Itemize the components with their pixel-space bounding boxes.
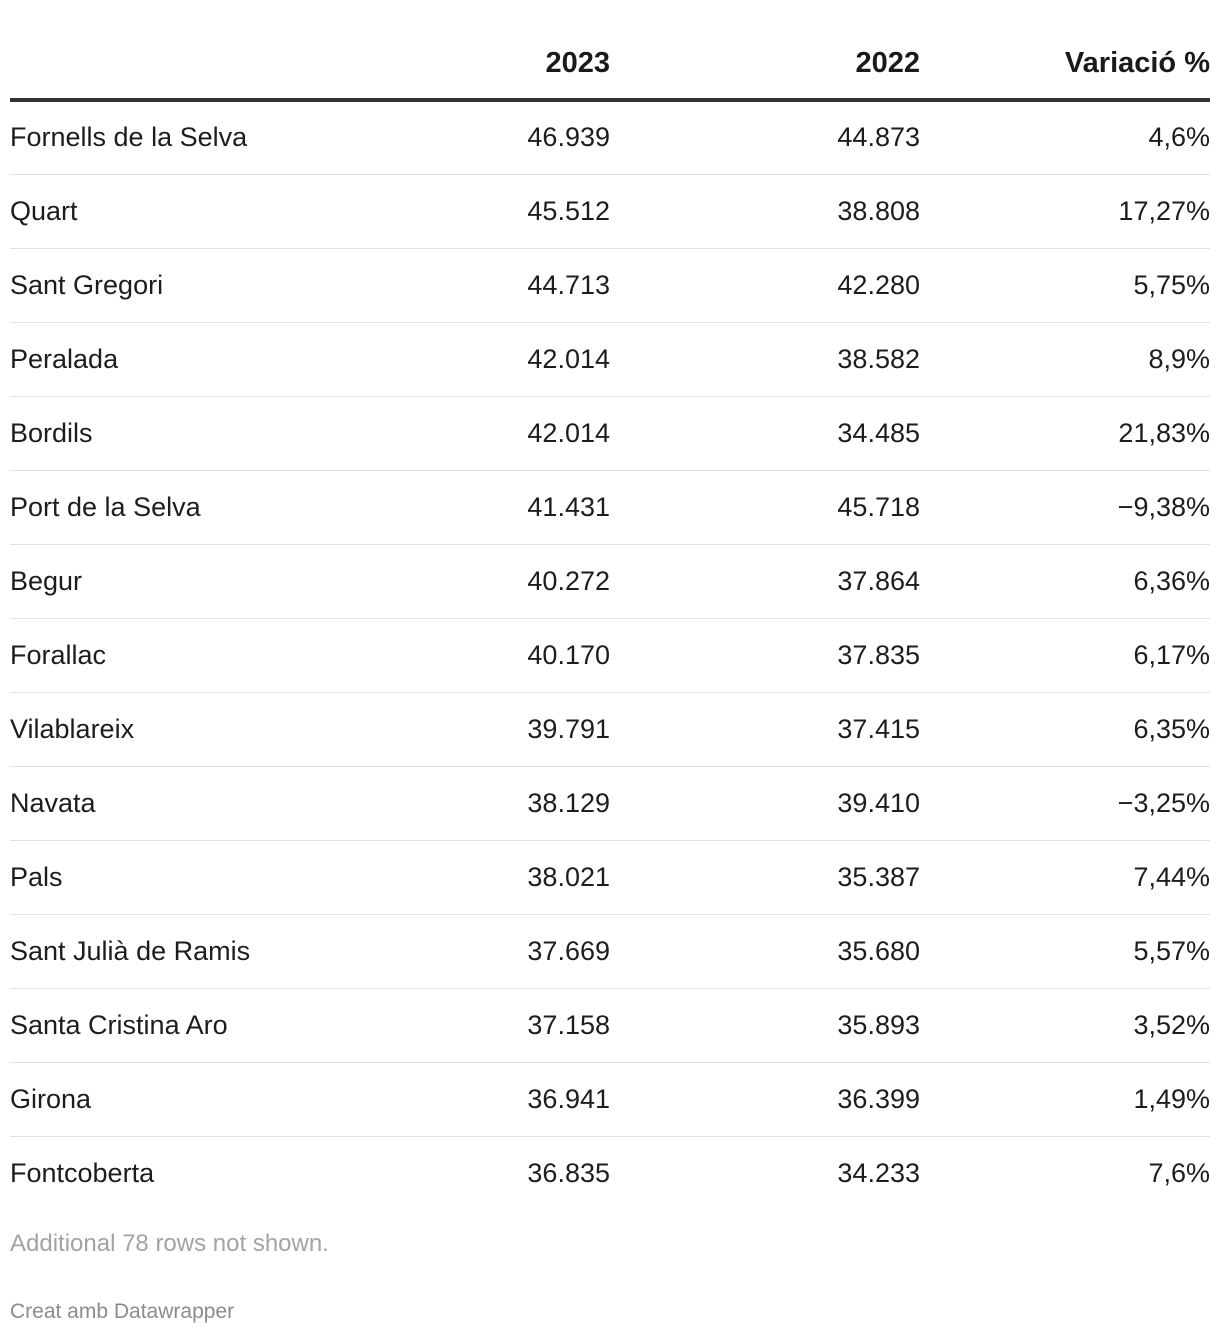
cell-variation: 5,75% xyxy=(920,248,1210,323)
table-row: Port de la Selva 41.431 45.718 −9,38% xyxy=(10,470,1210,545)
cell-variation: 6,35% xyxy=(920,692,1210,767)
cell-variation: 17,27% xyxy=(920,174,1210,249)
cell-value-2022: 42.280 xyxy=(610,248,920,323)
header-row: 2023 2022 Variació % xyxy=(10,0,1210,102)
table-row: Navata 38.129 39.410 −3,25% xyxy=(10,766,1210,841)
cell-value-2022: 39.410 xyxy=(610,766,920,841)
table-row: Fornells de la Selva 46.939 44.873 4,6% xyxy=(10,100,1210,175)
cell-value-2022: 34.485 xyxy=(610,396,920,471)
table-row: Santa Cristina Aro 37.158 35.893 3,52% xyxy=(10,988,1210,1063)
cell-value-2023: 36.941 xyxy=(410,1062,610,1137)
column-header-2023[interactable]: 2023 xyxy=(410,0,610,102)
cell-variation: 6,36% xyxy=(920,544,1210,619)
column-header-name[interactable] xyxy=(10,0,410,102)
cell-value-2023: 40.272 xyxy=(410,544,610,619)
column-header-variation[interactable]: Variació % xyxy=(920,0,1210,102)
cell-value-2022: 38.808 xyxy=(610,174,920,249)
cell-municipality: Fontcoberta xyxy=(10,1157,155,1188)
cell-value-2022: 35.387 xyxy=(610,840,920,915)
table-row: Begur 40.272 37.864 6,36% xyxy=(10,544,1210,619)
cell-variation: −9,38% xyxy=(920,470,1210,545)
column-header-2022[interactable]: 2022 xyxy=(610,0,920,102)
cell-variation: 5,57% xyxy=(920,914,1210,989)
cell-value-2023: 45.512 xyxy=(410,174,610,249)
table-row: Girona 36.941 36.399 1,49% xyxy=(10,1062,1210,1137)
cell-variation: 6,17% xyxy=(920,618,1210,693)
table-row: Pals 38.021 35.387 7,44% xyxy=(10,840,1210,915)
cell-value-2022: 37.835 xyxy=(610,618,920,693)
cell-value-2023: 36.835 xyxy=(527,1157,610,1188)
table-row: Quart 45.512 38.808 17,27% xyxy=(10,174,1210,249)
cell-value-2022: 44.873 xyxy=(610,100,920,175)
cell-value-2023: 46.939 xyxy=(410,100,610,175)
table-notes: Additional 78 rows not shown. xyxy=(10,1230,329,1257)
cell-variation: 7,6% xyxy=(1148,1157,1210,1188)
cell-value-2023: 41.431 xyxy=(410,470,610,545)
data-table: 2023 2022 Variació % Fornells de la Selv… xyxy=(10,0,1210,1210)
cell-value-2023: 44.713 xyxy=(410,248,610,323)
table-row: Sant Gregori 44.713 42.280 5,75% xyxy=(10,248,1210,323)
table-body: Fornells de la Selva 46.939 44.873 4,6% Quar… xyxy=(10,100,1210,1210)
cell-municipality: Sant Gregori xyxy=(10,248,410,323)
cell-value-2022: 37.415 xyxy=(610,692,920,767)
cell-value-2023: 42.014 xyxy=(410,396,610,471)
cell-value-2023: 40.170 xyxy=(410,618,610,693)
cell-municipality: Port de la Selva xyxy=(10,470,410,545)
cell-variation: 8,9% xyxy=(920,322,1210,397)
table-row: Fontcoberta 36.835 34.233 7,6% xyxy=(10,1136,1210,1210)
cell-municipality: Bordils xyxy=(10,396,410,471)
cell-value-2022: 38.582 xyxy=(610,322,920,397)
cell-value-2023: 38.021 xyxy=(410,840,610,915)
cell-value-2022: 37.864 xyxy=(610,544,920,619)
cell-municipality: Forallac xyxy=(10,618,410,693)
cell-value-2023: 37.669 xyxy=(410,914,610,989)
cell-municipality: Navata xyxy=(10,766,410,841)
cell-variation: 7,44% xyxy=(920,840,1210,915)
cell-value-2023: 39.791 xyxy=(410,692,610,767)
cell-value-2023: 42.014 xyxy=(410,322,610,397)
cell-municipality: Fornells de la Selva xyxy=(10,100,410,175)
cell-municipality: Quart xyxy=(10,174,410,249)
cell-value-2022: 45.718 xyxy=(610,470,920,545)
cell-value-2022: 36.399 xyxy=(610,1062,920,1137)
cell-municipality: Sant Julià de Ramis xyxy=(10,914,410,989)
cell-variation: 1,49% xyxy=(920,1062,1210,1137)
table-row: Vilablareix 39.791 37.415 6,35% xyxy=(10,692,1210,767)
cell-municipality: Peralada xyxy=(10,322,410,397)
cell-municipality: Santa Cristina Aro xyxy=(10,988,410,1063)
cell-variation: 3,52% xyxy=(920,988,1210,1063)
cell-value-2023: 37.158 xyxy=(410,988,610,1063)
cell-municipality: Girona xyxy=(10,1062,410,1137)
cell-variation: 21,83% xyxy=(920,396,1210,471)
credit-link[interactable]: Creat amb Datawrapper xyxy=(10,1300,235,1323)
cell-municipality: Begur xyxy=(10,544,410,619)
table-header: 2023 2022 Variació % xyxy=(10,0,1210,102)
cell-municipality: Pals xyxy=(10,840,410,915)
table-row: Bordils 42.014 34.485 21,83% xyxy=(10,396,1210,471)
cell-variation: 4,6% xyxy=(920,100,1210,175)
cell-variation: −3,25% xyxy=(920,766,1210,841)
table-row: Peralada 42.014 38.582 8,9% xyxy=(10,322,1210,397)
table-row: Forallac 40.170 37.835 6,17% xyxy=(10,618,1210,693)
cell-value-2023: 38.129 xyxy=(410,766,610,841)
cell-value-2022: 35.680 xyxy=(610,914,920,989)
cell-municipality: Vilablareix xyxy=(10,692,410,767)
data-table-wrapper: 2023 2022 Variació % Fornells de la Selv… xyxy=(10,0,1210,1210)
cell-value-2022: 35.893 xyxy=(610,988,920,1063)
cell-value-2022: 34.233 xyxy=(837,1157,920,1188)
table-row: Sant Julià de Ramis 37.669 35.680 5,57% xyxy=(10,914,1210,989)
